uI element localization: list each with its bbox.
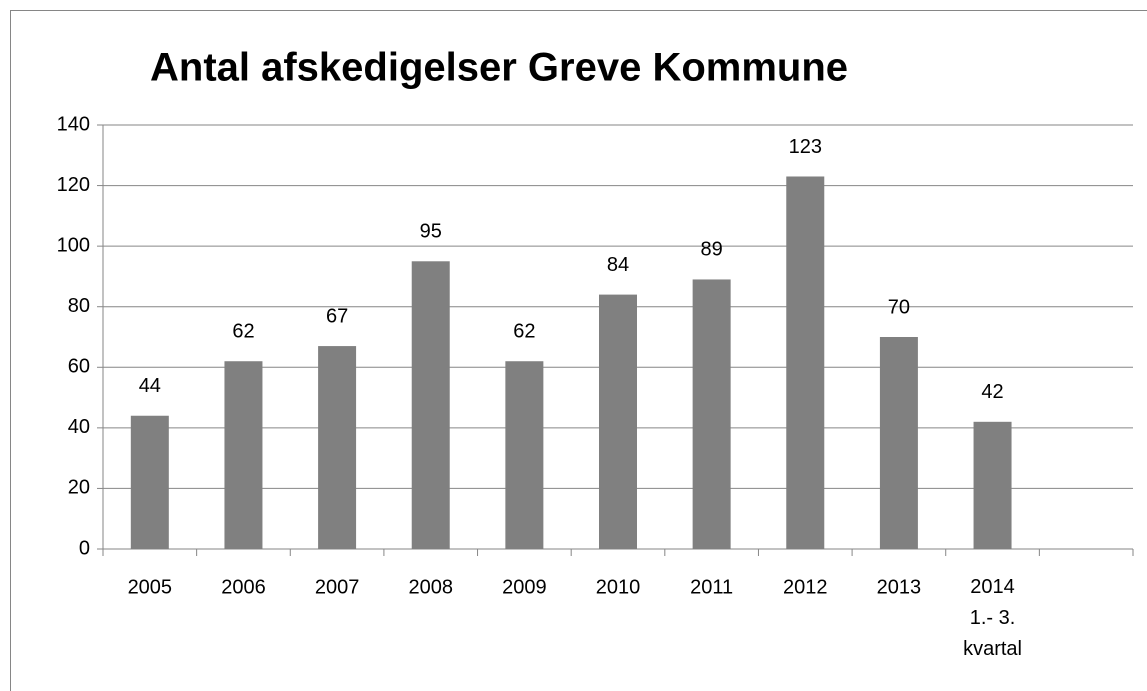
- chart-title: Antal afskedigelser Greve Kommune: [150, 46, 848, 90]
- y-tick-label: 0: [79, 537, 90, 559]
- y-tick-label: 80: [68, 295, 90, 317]
- data-label: 89: [701, 239, 723, 261]
- x-tick-label: 2011: [690, 576, 733, 598]
- y-tick-label: 60: [68, 356, 90, 378]
- bar: [505, 361, 544, 549]
- bar: [224, 361, 263, 549]
- data-label: 95: [420, 221, 442, 243]
- bar: [973, 421, 1012, 549]
- bar: [599, 294, 637, 549]
- x-tick-label: 2014 1.- 3. kvartal: [963, 576, 1022, 660]
- y-tick-label: 140: [57, 113, 90, 135]
- data-label: 123: [789, 136, 822, 158]
- y-tick-label: 100: [57, 234, 90, 256]
- data-label: 62: [513, 321, 535, 343]
- data-label: 84: [607, 254, 629, 276]
- bar: [786, 176, 825, 549]
- x-tick-label: 2012: [783, 576, 828, 598]
- x-tick-label: 2005: [128, 576, 173, 598]
- x-tick-label: 2006: [221, 576, 266, 598]
- x-tick-label: 2010: [596, 576, 641, 598]
- bar: [692, 279, 731, 549]
- bar: [130, 415, 169, 549]
- y-tick-label: 120: [57, 174, 90, 196]
- x-tick-label: 2009: [502, 576, 547, 598]
- data-label: 70: [888, 296, 910, 318]
- data-label: 42: [981, 381, 1003, 403]
- y-tick-label: 20: [68, 477, 90, 499]
- bar: [411, 261, 450, 549]
- chart-frame: [10, 10, 1147, 691]
- x-tick-label: 2008: [408, 576, 453, 598]
- data-label: 62: [232, 321, 254, 343]
- x-tick-label: 2007: [315, 576, 360, 598]
- data-label: 67: [326, 305, 348, 327]
- bar: [879, 337, 918, 549]
- data-label: 44: [139, 375, 161, 397]
- bar: [318, 346, 357, 549]
- y-tick-label: 40: [68, 416, 90, 438]
- x-tick-label: 2013: [877, 576, 922, 598]
